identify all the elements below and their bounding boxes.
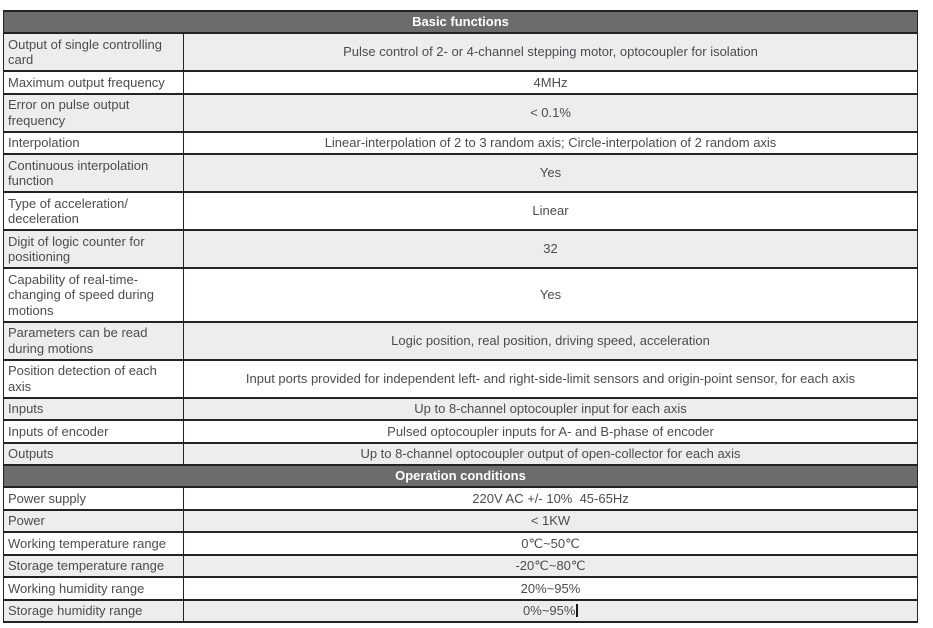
row-label: Power bbox=[3, 508, 184, 533]
row-label: Outputs bbox=[3, 441, 184, 466]
row-label: Output of single controlling card bbox=[3, 32, 184, 72]
text-cursor bbox=[576, 604, 578, 617]
table-row: Storage humidity range 0%~95% bbox=[3, 598, 918, 623]
table-row: Digit of logic counter for positioning 32 bbox=[3, 229, 918, 269]
row-value-text: Pulse control of 2- or 4-channel steppin… bbox=[343, 44, 758, 60]
row-value: Pulsed optocoupler inputs for A- and B-p… bbox=[183, 419, 918, 444]
row-value: < 1KW bbox=[183, 508, 918, 533]
row-value-text: Up to 8-channel optocoupler output of op… bbox=[360, 446, 741, 461]
table-row: Interpolation Linear-interpolation of 2 t… bbox=[3, 130, 918, 155]
row-label: Error on pulse output frequency bbox=[3, 92, 184, 133]
row-label: Digit of logic counter for positioning bbox=[3, 229, 184, 269]
table-row: Type of acceleration/ deceleration Linear bbox=[3, 191, 918, 231]
row-label: Type of acceleration/ deceleration bbox=[3, 191, 184, 231]
row-value-text: Up to 8-channel optocoupler input for ea… bbox=[414, 401, 687, 416]
row-value: Logic position, real position, driving s… bbox=[183, 320, 918, 361]
row-label: Parameters can be read during motions bbox=[3, 320, 184, 361]
table-row: Inputs of encoder Pulsed optocoupler inpu… bbox=[3, 419, 918, 444]
row-value: 0%~95% bbox=[183, 598, 918, 623]
spec-table-body: Basic functions Output of single controll… bbox=[3, 10, 918, 623]
row-value: Linear-interpolation of 2 to 3 random ax… bbox=[183, 130, 918, 155]
row-value-text: 20%~95% bbox=[520, 580, 581, 596]
table-row: Working temperature range 0℃~50℃ bbox=[3, 531, 918, 556]
row-label: Storage humidity range bbox=[3, 598, 184, 623]
row-value-text: Linear bbox=[532, 203, 569, 219]
section-header-operation-conditions: Operation conditions bbox=[3, 464, 918, 488]
row-label: Continuous interpolation function bbox=[3, 153, 184, 193]
row-value-text: 4MHz bbox=[533, 74, 568, 90]
row-value-text: Logic position, real position, driving s… bbox=[391, 332, 710, 348]
section-header-basic-functions: Basic functions bbox=[3, 10, 918, 34]
row-value: -20℃~80℃ bbox=[183, 553, 918, 578]
row-value-text: Linear-interpolation of 2 to 3 random ax… bbox=[324, 135, 777, 150]
row-value-text: 0%~95% bbox=[523, 603, 576, 618]
row-value: Up to 8-channel optocoupler output of op… bbox=[183, 441, 918, 466]
table-row: Capability of real-time-changing of spee… bbox=[3, 267, 918, 323]
table-row: Outputs Up to 8-channel optocoupler outpu… bbox=[3, 441, 918, 466]
table-row: Error on pulse output frequency < 0.1% bbox=[3, 92, 918, 133]
table-row: Position detection of each axis Input por… bbox=[3, 358, 918, 399]
row-label: Capability of real-time-changing of spee… bbox=[3, 267, 184, 323]
row-label: Power supply bbox=[3, 486, 184, 511]
row-value: Yes bbox=[183, 267, 918, 323]
table-row: Continuous interpolation function Yes bbox=[3, 153, 918, 193]
row-value-text: Yes bbox=[539, 287, 562, 302]
row-value-text: Input ports provided for independent lef… bbox=[245, 370, 856, 386]
section-header-row: Basic functions bbox=[3, 10, 918, 34]
row-value-text: Pulsed optocoupler inputs for A- and B-p… bbox=[387, 423, 714, 439]
row-label: Maximum output frequency bbox=[3, 70, 184, 95]
table-row: Storage temperature range -20℃~80℃ bbox=[3, 553, 918, 578]
row-value: 0℃~50℃ bbox=[183, 531, 918, 556]
spec-table: Basic functions Output of single controll… bbox=[3, 10, 918, 623]
row-label: Storage temperature range bbox=[3, 553, 184, 578]
row-value-text: < 1KW bbox=[530, 513, 571, 528]
row-value: < 0.1% bbox=[183, 92, 918, 133]
row-value-text: -20℃~80℃ bbox=[515, 558, 586, 573]
row-value: 20%~95% bbox=[183, 576, 918, 601]
row-value: 220V AC +/- 10% 45-65Hz bbox=[183, 486, 918, 511]
row-value-text: 0℃~50℃ bbox=[521, 535, 580, 551]
table-row: Power < 1KW bbox=[3, 508, 918, 533]
row-value: Linear bbox=[183, 191, 918, 231]
row-label: Inputs bbox=[3, 396, 184, 421]
row-label: Inputs of encoder bbox=[3, 419, 184, 444]
row-value: 32 bbox=[183, 229, 918, 269]
table-row: Inputs Up to 8-channel optocoupler input … bbox=[3, 396, 918, 421]
table-row: Maximum output frequency 4MHz bbox=[3, 70, 918, 95]
row-value: Pulse control of 2- or 4-channel steppin… bbox=[183, 32, 918, 72]
row-label: Working temperature range bbox=[3, 531, 184, 556]
row-label: Interpolation bbox=[3, 130, 184, 155]
row-value: Input ports provided for independent lef… bbox=[183, 358, 918, 399]
row-value: Up to 8-channel optocoupler input for ea… bbox=[183, 396, 918, 421]
row-value-text: Yes bbox=[539, 165, 562, 181]
row-label: Working humidity range bbox=[3, 576, 184, 601]
table-row: Parameters can be read during motions Log… bbox=[3, 320, 918, 361]
row-value-text: 32 bbox=[543, 241, 558, 257]
table-row: Power supply 220V AC +/- 10% 45-65Hz bbox=[3, 486, 918, 511]
row-value: Yes bbox=[183, 153, 918, 193]
row-value-text: < 0.1% bbox=[530, 104, 571, 120]
section-header-row: Operation conditions bbox=[3, 464, 918, 488]
table-row: Output of single controlling card Pulse c… bbox=[3, 32, 918, 72]
row-label: Position detection of each axis bbox=[3, 358, 184, 399]
row-value: 4MHz bbox=[183, 70, 918, 95]
row-value-text: 220V AC +/- 10% 45-65Hz bbox=[472, 490, 629, 506]
table-row: Working humidity range 20%~95% bbox=[3, 576, 918, 601]
